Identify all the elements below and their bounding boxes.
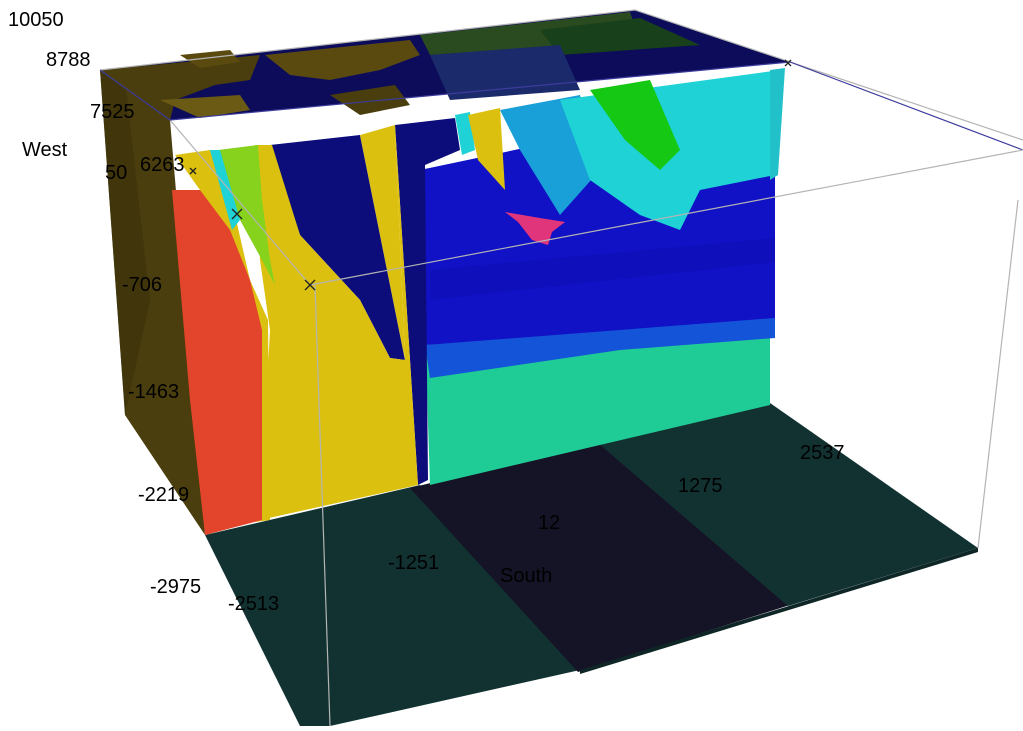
top-olive-d — [330, 85, 410, 115]
top-olive-b — [265, 40, 420, 80]
south-tick-label: 2537 — [800, 442, 845, 464]
box-edge-right-vert — [977, 199, 1019, 549]
zone-yellow-a — [255, 125, 418, 520]
tick-mark — [231, 208, 243, 220]
zone-blue-dark-band — [430, 238, 775, 300]
zone-magenta — [505, 212, 565, 245]
zone-navy-b — [395, 118, 460, 485]
top-blue-strip — [430, 45, 580, 100]
south-tick-label: -2513 — [228, 593, 280, 615]
box-edge-top-right — [789, 61, 1023, 151]
left-side-face — [100, 70, 205, 535]
box-edge-top-front — [169, 61, 791, 121]
floor-stripe-3 — [598, 403, 978, 606]
bounding-box — [99, 9, 1023, 727]
west-axis-title: West — [22, 139, 68, 161]
floor-stripe-2 — [410, 442, 790, 672]
top-green-strip — [420, 12, 640, 55]
west-tick-label: -1463 — [128, 381, 180, 403]
floor-plane — [205, 403, 978, 726]
zone-lime — [218, 145, 275, 285]
west-tick-label: 50 — [105, 162, 128, 184]
box-edge-inner-top — [309, 149, 1023, 286]
top-olive-e — [180, 50, 240, 68]
box-edge-left-top — [99, 69, 171, 121]
tick-marks — [189, 59, 792, 291]
tick-mark — [784, 59, 792, 67]
zone-mid-blue-band — [425, 318, 775, 378]
floor-edge-front — [580, 548, 978, 674]
top-face — [100, 10, 790, 120]
west-tick-label: -706 — [122, 274, 163, 296]
box-edge-inner-vert — [314, 284, 331, 727]
south-tick-label: 1275 — [678, 475, 723, 497]
side-face-shade — [100, 70, 150, 415]
west-tick-label: 8788 — [46, 49, 91, 71]
tick-mark — [189, 167, 197, 175]
zone-yellow-small — [468, 108, 505, 190]
top-olive-c — [160, 95, 250, 118]
top-dark-green — [540, 18, 700, 55]
front-face — [172, 68, 785, 535]
west-tick-label: 6263 — [140, 154, 185, 176]
box-edge-inner-diag — [169, 119, 311, 286]
west-tick-label: 10050 — [8, 9, 64, 31]
zone-yellow-b — [360, 125, 405, 360]
zone-cyan-edge — [770, 68, 785, 180]
west-tick-label: -2975 — [150, 576, 202, 598]
floor-stripe-1 — [205, 485, 580, 726]
tick-mark — [304, 279, 316, 291]
west-tick-label: 7525 — [90, 101, 135, 123]
top-olive-a — [100, 55, 260, 120]
box-edge-top-back — [99, 9, 1023, 141]
south-tick-label: 12 — [538, 512, 561, 534]
zone-red — [172, 190, 262, 535]
south-axis-title: South — [500, 565, 553, 587]
west-tick-label: -2219 — [138, 484, 190, 506]
south-tick-label: -1251 — [388, 552, 440, 574]
zone-green — [590, 80, 680, 170]
